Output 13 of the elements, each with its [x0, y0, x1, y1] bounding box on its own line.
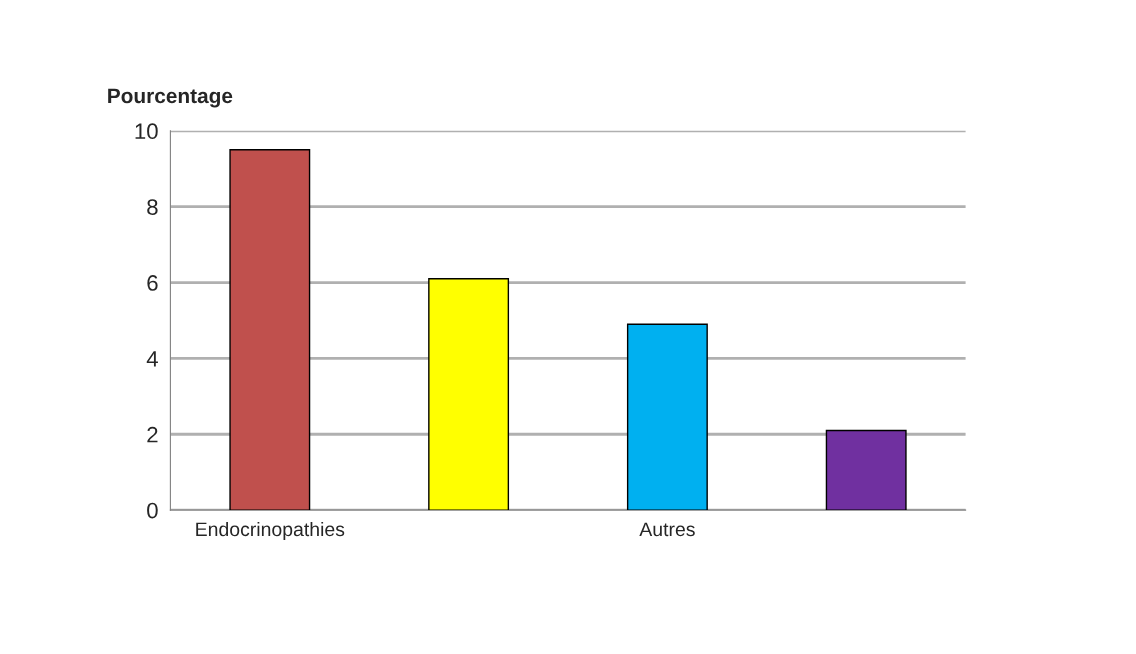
y-tick-label: 6: [147, 275, 158, 291]
y-axis-title: Pourcentage: [108, 88, 233, 108]
y-tick-label: 0: [147, 502, 158, 519]
y-tick-label: 10: [135, 123, 158, 140]
bar: [825, 429, 907, 511]
bar: [229, 149, 311, 511]
bar: [626, 323, 708, 511]
y-tick-label: 2: [147, 426, 158, 443]
y-tick-label: 4: [146, 351, 158, 367]
bar: [428, 278, 510, 511]
y-tick-label: 8: [147, 199, 158, 215]
x-tick-label: Autres: [639, 522, 695, 537]
x-tick-label: Endocrinopathies: [196, 521, 345, 541]
